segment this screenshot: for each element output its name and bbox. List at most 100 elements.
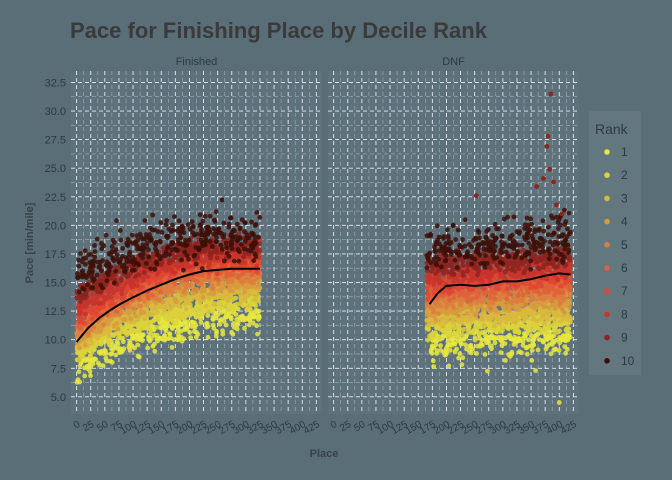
data-point-rank-2 [553, 323, 559, 329]
data-point-rank-10 [238, 235, 243, 241]
smooth-trend-line [75, 267, 260, 343]
data-point-rank-4 [424, 312, 430, 318]
data-point-rank-8 [103, 296, 109, 302]
data-point-rank-3 [183, 306, 189, 312]
data-point-rank-10 [147, 232, 152, 237]
data-point-rank-1 [75, 377, 81, 383]
data-point-rank-4 [115, 326, 121, 332]
data-point-rank-6 [185, 277, 190, 282]
data-point-rank-10 [165, 244, 171, 250]
data-point-rank-3 [500, 317, 506, 322]
data-point-rank-7 [219, 262, 224, 268]
data-point-rank-3 [206, 295, 212, 301]
data-point-rank-1 [496, 335, 502, 340]
data-point-rank-1 [474, 351, 479, 356]
panel-dnf: DNF0255075100125150175200225250275300325… [328, 56, 579, 437]
data-point-rank-1 [127, 340, 133, 346]
data-point-rank-10 [190, 230, 196, 236]
data-point-rank-4 [105, 321, 111, 327]
data-point-rank-1 [460, 355, 466, 361]
data-point-rank-1 [222, 314, 228, 320]
data-point-rank-3 [489, 316, 495, 321]
data-point-rank-1 [170, 324, 175, 330]
data-point-rank-4 [253, 285, 259, 290]
data-point-rank-6 [87, 319, 93, 325]
data-point-rank-9 [136, 272, 142, 277]
data-point-rank-6 [223, 274, 229, 279]
data-point-rank-1 [508, 336, 514, 342]
data-point-rank-8 [83, 311, 88, 317]
data-point-rank-10 [229, 246, 235, 251]
data-point-rank-8 [175, 265, 181, 271]
data-point-rank-1 [458, 340, 464, 346]
data-point-rank-10 [229, 241, 235, 247]
data-point-rank-10 [216, 226, 222, 232]
data-point-rank-9 [167, 260, 172, 266]
data-point-rank-1 [482, 352, 488, 357]
data-point-rank-10 [221, 258, 227, 264]
data-point-rank-2 [540, 326, 546, 332]
data-point-rank-8 [83, 304, 89, 309]
data-point-rank-10 [129, 267, 135, 273]
data-point-rank-1 [492, 340, 498, 346]
data-point-rank-10 [231, 258, 237, 264]
data-point-rank-9 [78, 296, 84, 302]
data-point-rank-1 [563, 350, 568, 356]
data-point-rank-10 [163, 222, 169, 228]
data-point-rank-10 [236, 258, 242, 264]
data-point-rank-3 [106, 333, 112, 339]
data-point-rank-10 [134, 243, 140, 249]
data-point-rank-10 [184, 253, 190, 258]
data-point-rank-8 [101, 300, 106, 305]
data-point-rank-10 [94, 236, 100, 242]
data-point-rank-10 [88, 252, 94, 257]
data-point-rank-2 [106, 339, 111, 344]
data-point-rank-10 [114, 218, 119, 224]
data-point-rank-7 [140, 284, 146, 290]
data-point-rank-1 [220, 331, 226, 337]
data-point-rank-1 [464, 346, 469, 352]
data-point-rank-1 [255, 331, 260, 337]
data-point-rank-5 [137, 303, 143, 309]
data-point-rank-1 [454, 346, 460, 352]
data-point-rank-10 [221, 232, 227, 237]
data-point-rank-5 [192, 287, 198, 293]
data-point-rank-9 [141, 270, 147, 275]
data-point-rank-2 [472, 337, 478, 343]
data-point-rank-1 [445, 339, 451, 345]
data-point-rank-1 [228, 316, 234, 322]
data-point-rank-4 [173, 299, 179, 305]
data-point-rank-2 [195, 311, 200, 316]
data-point-rank-2 [446, 331, 451, 337]
data-point-rank-6 [199, 272, 205, 278]
data-point-rank-1 [192, 320, 197, 326]
data-point-rank-10 [136, 262, 142, 268]
data-point-rank-2 [75, 350, 80, 356]
data-point-rank-1 [213, 315, 219, 321]
data-point-rank-5 [210, 283, 215, 288]
data-point-rank-3 [254, 290, 259, 296]
data-point-rank-10 [120, 246, 126, 251]
data-point-rank-5 [544, 294, 550, 300]
data-point-rank-10 [172, 214, 177, 220]
data-point-rank-3 [567, 314, 573, 320]
data-point-rank-10 [144, 240, 150, 246]
data-point-rank-6 [224, 270, 230, 276]
data-point-rank-4 [98, 329, 103, 335]
data-point-rank-10 [111, 280, 117, 286]
data-point-rank-2 [122, 329, 128, 334]
data-point-rank-10 [237, 225, 243, 231]
data-point-rank-1 [223, 310, 229, 316]
data-point-rank-1 [433, 339, 439, 344]
data-point-rank-10 [121, 268, 127, 273]
data-point-rank-1 [561, 334, 567, 339]
data-point-rank-10 [75, 271, 80, 277]
data-point-rank-8 [184, 264, 190, 270]
data-point-rank-10 [238, 242, 244, 247]
data-point-rank-5 [435, 311, 441, 316]
data-point-rank-1 [498, 350, 504, 355]
data-point-rank-3 [172, 293, 178, 298]
data-point-rank-10 [81, 272, 87, 278]
data-point-rank-2 [447, 321, 452, 327]
